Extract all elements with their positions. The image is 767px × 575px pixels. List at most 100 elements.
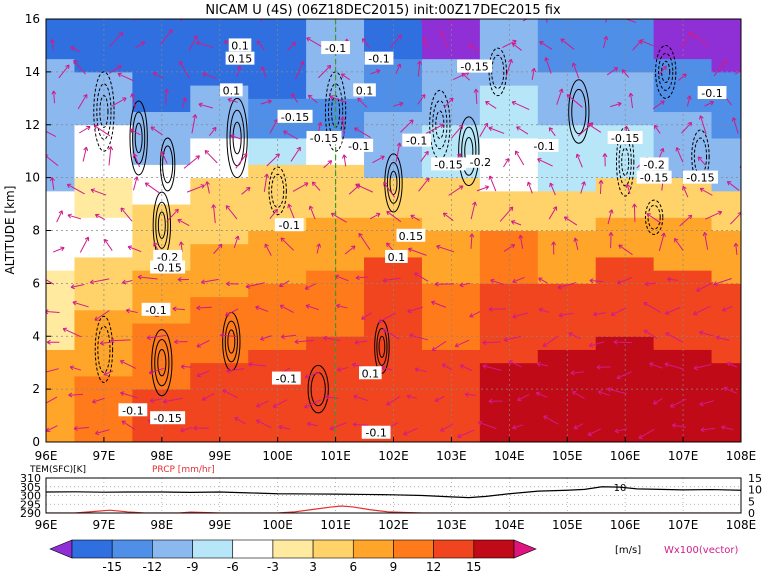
wind-vector-187 (369, 212, 381, 220)
wind-vector-51 (127, 245, 142, 253)
y-tick-label-6: 12 (25, 118, 40, 132)
wind-vector-381 (702, 231, 709, 250)
wind-vector-300 (573, 423, 584, 430)
wind-vector-272 (508, 360, 522, 368)
wind-vector-220 (425, 123, 444, 134)
wind-vector-14 (51, 19, 54, 20)
contour-label-box-4 (150, 260, 186, 274)
sub-x-tick-5: 101E (320, 518, 351, 532)
wind-vector-331 (607, 387, 627, 395)
wind-vector-294 (537, 158, 553, 167)
wind-vector-140 (279, 280, 290, 288)
contour-label-4: -0.15 (153, 262, 181, 275)
contour-label-27: 0.15 (399, 230, 424, 243)
contour-label-11: -0.1 (325, 42, 346, 55)
wind-vector-143 (292, 182, 309, 192)
wind-vector-287 (536, 361, 548, 367)
wind-vector-236 (443, 97, 454, 108)
wind-vector-241 (464, 392, 476, 398)
wind-vector-325 (587, 123, 602, 133)
wind-vector-308 (580, 181, 586, 194)
wind-vector-12 (58, 64, 70, 79)
wind-vector-107 (226, 368, 245, 374)
contour-1-2 (157, 348, 167, 377)
contour-label-19: -0.15 (460, 61, 488, 74)
contour-18-2 (661, 60, 671, 83)
wind-vector-250 (479, 122, 489, 137)
sub-x-tick-8: 104E (494, 518, 525, 532)
wind-vector-223 (421, 37, 428, 49)
colorbar-tick-3: -6 (227, 560, 239, 574)
contour-label-23: -0.15 (640, 172, 668, 185)
sub-right-tick-2: 10 (748, 484, 762, 497)
wind-vector-265 (488, 126, 505, 134)
contour-14-0 (458, 116, 480, 187)
wind-vector-400 (731, 117, 739, 134)
wind-vector-183 (354, 339, 368, 345)
contour-label-box-6 (274, 218, 304, 232)
wind-vector-270 (512, 424, 524, 430)
wind-vector-341 (628, 92, 634, 109)
contour-6-1 (96, 83, 112, 140)
wind-vector-327 (606, 67, 619, 76)
wind-vector-102 (202, 72, 217, 80)
wind-vector-47 (119, 359, 137, 369)
contour-label-box-29 (361, 425, 391, 439)
contour-label-box-26 (385, 249, 408, 263)
wind-vector-49 (125, 308, 138, 314)
wind-vector-1 (46, 396, 58, 404)
wind-vector-31 (91, 397, 105, 404)
sub-x-tick-12: 108E (726, 518, 757, 532)
wind-vector-124 (255, 305, 269, 312)
wind-vector-63 (146, 334, 167, 341)
wind-vector-337 (632, 203, 637, 222)
wind-vector-370 (681, 121, 693, 134)
wind-vector-297 (544, 57, 552, 74)
wind-vector-189 (372, 155, 385, 164)
wind-vector-62 (148, 367, 165, 375)
contour-6-2 (99, 95, 109, 128)
contour-label-box-1 (150, 411, 186, 425)
wind-vector-186 (358, 232, 371, 251)
contour-6-0 (93, 71, 115, 152)
wind-vector-369 (675, 147, 684, 163)
wind-vector-133 (256, 40, 265, 51)
colorbar-tick-9: 15 (466, 560, 481, 574)
field-band-12-0 (711, 362, 741, 442)
wind-vector-165 (329, 422, 347, 431)
wind-vector-373 (681, 31, 692, 49)
wind-vector-368 (682, 185, 689, 198)
y-tick-label-2: 4 (32, 329, 40, 343)
wind-vector-285 (543, 415, 559, 425)
wind-vector-213 (409, 333, 429, 341)
wind-vector-322 (607, 209, 614, 225)
wind-vector-110 (225, 281, 239, 287)
altitude-cross-section: -0.1-0.15-0.1-0.2-0.15-0.1-0.10.10.150.1… (3, 9, 756, 463)
wind-vector-280 (516, 126, 529, 135)
wind-vector-227 (441, 363, 453, 371)
wind-vector-8 (50, 177, 55, 190)
wind-vector-264 (503, 157, 510, 168)
colorbar-cell-2 (152, 539, 193, 559)
wind-vector-328 (602, 35, 609, 48)
vector-legend-label: Wx100(vector) (664, 545, 739, 556)
wind-vector-243 (454, 339, 470, 348)
wind-vector-148 (287, 41, 296, 51)
wind-vector-29 (84, 9, 93, 16)
wind-vector-53 (133, 176, 139, 191)
wind-vector-25 (79, 125, 91, 134)
contour-label-box-10 (277, 109, 313, 123)
field-band-12-6 (711, 19, 741, 73)
wind-vector-208 (390, 34, 402, 48)
x-tick-label-7: 103E (436, 449, 467, 463)
field-band-0-3 (46, 137, 76, 192)
wind-vector-58 (135, 41, 146, 49)
wind-vector-275 (512, 276, 525, 284)
wind-vector-75 (180, 426, 193, 433)
field-band-11-2 (653, 217, 713, 271)
wind-vector-150 (306, 421, 318, 427)
wind-vector-299 (545, 19, 548, 23)
colorbar-cell-10 (473, 539, 515, 559)
wind-vector-141 (280, 237, 295, 251)
wind-vector-309 (575, 153, 583, 168)
